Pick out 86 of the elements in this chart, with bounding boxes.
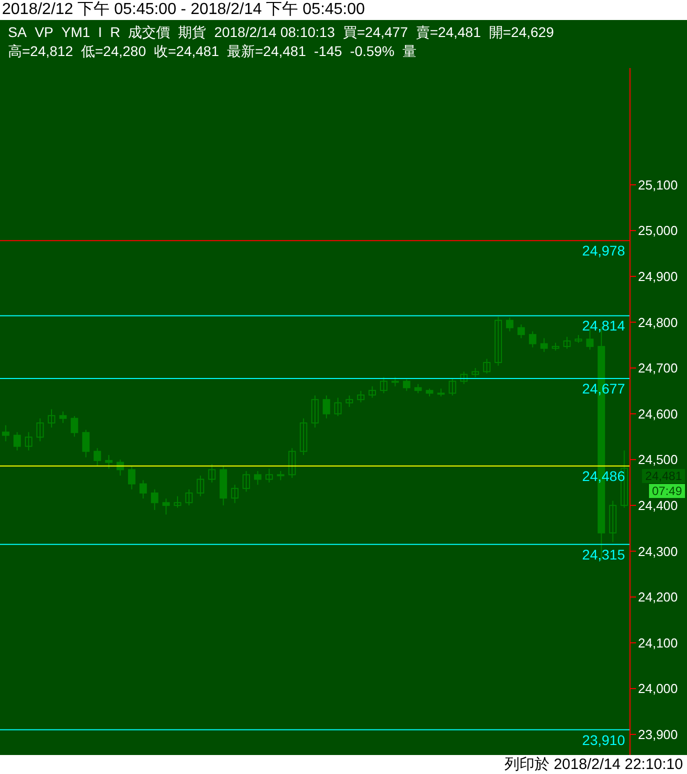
candlestick: [346, 394, 354, 408]
text: R: [110, 24, 120, 40]
ref-line-label: 24,677: [582, 380, 626, 396]
candlestick: [128, 466, 136, 490]
text: 收=24,481: [154, 43, 219, 59]
candlestick: [380, 376, 388, 394]
candlestick: [300, 418, 308, 456]
candlestick: [528, 330, 536, 348]
candlestick: [185, 488, 193, 506]
text: VP: [34, 24, 54, 40]
candlestick: [460, 371, 468, 385]
candlestick: [311, 394, 319, 428]
y-tick-label: 24,700: [638, 360, 678, 376]
y-tick-label: 23,900: [638, 727, 678, 742]
y-tick-label: 24,200: [638, 590, 678, 605]
candlestick: [242, 470, 250, 492]
candlestick: [448, 378, 456, 396]
candlestick: [13, 432, 21, 451]
text: I: [98, 24, 102, 40]
y-tick-label: 24,300: [638, 544, 678, 559]
y-tick-label: 24,400: [638, 498, 678, 514]
candlestick: [563, 336, 571, 350]
y-tick-label: 24,600: [638, 406, 678, 422]
candlestick: [196, 475, 204, 497]
candlestick: [48, 408, 56, 428]
y-tick-label: 24,000: [638, 681, 678, 696]
text: -145: [314, 43, 342, 59]
y-tick-label: 25,000: [638, 223, 678, 238]
candlestick: [105, 454, 113, 470]
candlestick: [276, 470, 284, 481]
candlestick: [506, 317, 514, 332]
candlestick: [254, 470, 262, 486]
candlestick: [231, 484, 239, 504]
text: YM1: [61, 24, 90, 40]
text: 期貨: [178, 24, 206, 40]
text: 成交價: [128, 24, 170, 40]
text: 列印於 2018/2/14 22:10:10: [504, 755, 683, 774]
text: 高=24,812: [8, 43, 73, 59]
candlestick: [265, 468, 273, 483]
ref-line-label: 24,814: [582, 318, 626, 334]
y-tick-label: 25,100: [638, 177, 678, 192]
text: 07:49: [648, 484, 685, 498]
y-tick-label: 24,900: [638, 269, 678, 284]
candlestick: [139, 480, 147, 500]
ref-line-label: 24,315: [582, 546, 626, 562]
y-tick-label: 24,100: [638, 635, 678, 650]
candlestick: [494, 316, 502, 366]
candlestick: [357, 390, 365, 403]
candlestick: [540, 338, 548, 352]
candlestick: [36, 418, 44, 442]
candlestick: [391, 376, 399, 387]
ref-line-label: 24,978: [582, 242, 626, 259]
candlestick: [59, 411, 67, 424]
candlestick: [483, 358, 491, 374]
candlestick: [24, 432, 32, 451]
candlestick: [402, 378, 410, 392]
candlestick: [609, 500, 617, 543]
text: 開=24,629: [488, 24, 554, 40]
chart-title: 2018/2/12 下午 05:45:00 - 2018/2/14 下午 05:45:00: [1, 0, 366, 20]
text: -0.59%: [350, 43, 394, 59]
text: 賣=24,481: [416, 24, 481, 40]
ref-line-label: 23,910: [582, 732, 626, 748]
text: 2018/2/14 08:10:13: [214, 24, 335, 40]
candlestick: [94, 448, 102, 467]
y-tick-label: 24,800: [638, 314, 678, 330]
y-tick-label: 24,500: [638, 452, 678, 468]
candlestick: [208, 464, 216, 483]
candlestick: [70, 416, 78, 438]
candlestick: [150, 488, 158, 510]
candlestick: [334, 397, 342, 417]
candlestick: [174, 496, 182, 508]
text: 低=24,280: [81, 43, 146, 59]
text: SA: [8, 24, 27, 40]
ref-line-label: 24,486: [582, 468, 626, 484]
text: 買=24,477: [342, 24, 408, 40]
text: 最新=24,481: [227, 43, 306, 59]
candlestick: [82, 429, 90, 458]
candlestick: [288, 448, 296, 478]
candlestick: [368, 386, 376, 398]
candlestick: [162, 498, 170, 516]
candlestick: [2, 424, 10, 442]
text: 量: [402, 43, 416, 59]
candlestick: [472, 367, 480, 378]
candlestick: [414, 384, 422, 394]
candlestick: [517, 324, 525, 339]
candlestick: [322, 394, 330, 419]
